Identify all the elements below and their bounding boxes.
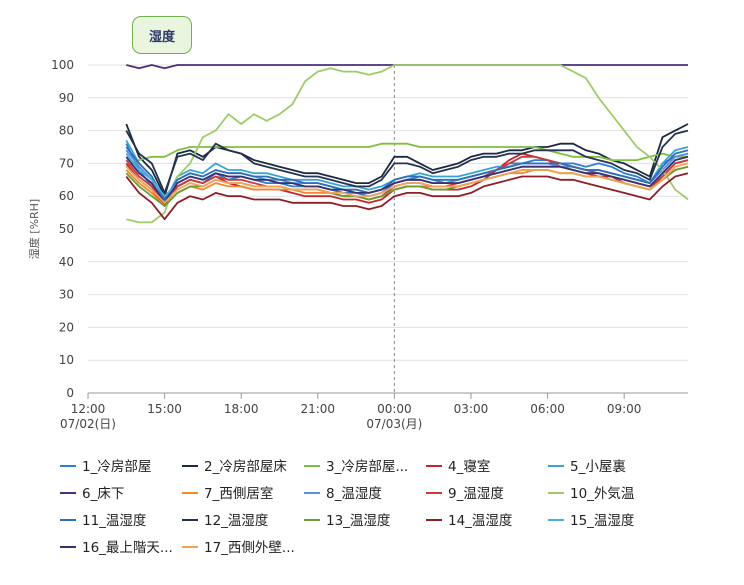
x-tick-label: 00:00 (377, 402, 412, 416)
y-axis-ticks: 0 10 20 30 40 50 60 70 80 90 100 (51, 58, 74, 400)
legend-label: 4_寝室 (448, 458, 490, 475)
legend-item-15[interactable]: 15_温湿度 (548, 513, 634, 529)
y-axis-label: 湿度 [%RH] (27, 199, 41, 259)
legend-label: 8_温湿度 (326, 486, 382, 502)
y-tick-label: 50 (59, 222, 74, 236)
legend-item-13[interactable]: 13_温湿度 (304, 513, 390, 529)
legend-label: 3_冷房部屋... (326, 459, 408, 475)
legend-item-11[interactable]: 11_温湿度 (60, 513, 146, 529)
x-tick-label: 12:00 (71, 402, 106, 416)
y-tick-label: 70 (59, 156, 74, 170)
legend-label: 16_最上階天... (82, 540, 173, 556)
y-tick-label: 90 (59, 91, 74, 105)
x-tick-label: 09:00 (607, 402, 642, 416)
legend-item-12[interactable]: 12_温湿度 (182, 513, 268, 529)
x-tick-date-label: 07/03(月) (366, 417, 422, 431)
legend-label: 7_西側居室 (204, 485, 273, 502)
x-tick-label: 15:00 (147, 402, 182, 416)
legend-item-10[interactable]: 10_外気温 (548, 486, 634, 502)
series-line-12[interactable] (125, 129, 689, 194)
legend-label: 5_小屋裏 (570, 459, 626, 475)
y-tick-label: 40 (59, 255, 74, 269)
series-line-17[interactable] (125, 162, 689, 204)
y-tick-label: 60 (59, 189, 74, 203)
legend-item-3[interactable]: 3_冷房部屋... (304, 459, 408, 475)
x-tick-label: 03:00 (454, 402, 489, 416)
legend-label: 1_冷房部屋 (82, 459, 151, 475)
x-tick-date-label: 07/02(日) (60, 417, 116, 431)
legend-item-1[interactable]: 1_冷房部屋 (60, 459, 151, 475)
y-tick-label: 100 (51, 58, 74, 72)
legend-label: 2_冷房部屋床 (204, 459, 287, 475)
legend-item-6[interactable]: 6_床下 (60, 486, 124, 502)
series-line-3[interactable] (125, 142, 688, 168)
humidity-tab-button[interactable]: 湿度 (132, 16, 192, 54)
y-tick-label: 10 (59, 353, 74, 367)
legend-label: 17_西側外壁... (204, 540, 295, 556)
y-tick-label: 30 (59, 288, 74, 302)
series-line-16[interactable] (125, 155, 689, 204)
series-line-10[interactable] (126, 64, 689, 224)
series-line-14[interactable] (125, 172, 689, 221)
legend-label: 6_床下 (82, 486, 124, 502)
x-tick-label: 18:00 (224, 402, 259, 416)
legend-label: 11_温湿度 (82, 513, 146, 529)
legend-label: 15_温湿度 (570, 513, 634, 529)
legend-label: 10_外気温 (570, 486, 634, 502)
y-tick-label: 20 (59, 320, 74, 334)
series-lines (125, 64, 689, 224)
x-tick-label: 21:00 (300, 402, 335, 416)
legend-item-8[interactable]: 8_温湿度 (304, 486, 382, 502)
legend: 1_冷房部屋 2_冷房部屋床 3_冷房部屋... 4_寝室 5_小屋裏 6_床下 7_西側居… (60, 458, 634, 556)
legend-item-9[interactable]: 9_温湿度 (426, 486, 504, 502)
legend-item-5[interactable]: 5_小屋裏 (548, 459, 626, 475)
y-tick-label: 0 (66, 386, 74, 400)
y-tick-label: 80 (59, 124, 74, 138)
legend-item-7[interactable]: 7_西側居室 (182, 485, 273, 502)
legend-item-2[interactable]: 2_冷房部屋床 (182, 459, 287, 475)
grid-lines (88, 64, 688, 394)
legend-item-4[interactable]: 4_寝室 (426, 458, 490, 475)
legend-item-17[interactable]: 17_西側外壁... (182, 540, 295, 556)
x-tick-label: 06:00 (530, 402, 565, 416)
legend-item-14[interactable]: 14_温湿度 (426, 513, 512, 529)
legend-label: 14_温湿度 (448, 513, 512, 529)
series-line-11[interactable] (125, 146, 689, 201)
legend-label: 12_温湿度 (204, 513, 268, 529)
legend-item-16[interactable]: 16_最上階天... (60, 540, 173, 556)
legend-label: 9_温湿度 (448, 486, 504, 502)
series-line-2[interactable] (125, 123, 689, 198)
legend-label: 13_温湿度 (326, 513, 390, 529)
